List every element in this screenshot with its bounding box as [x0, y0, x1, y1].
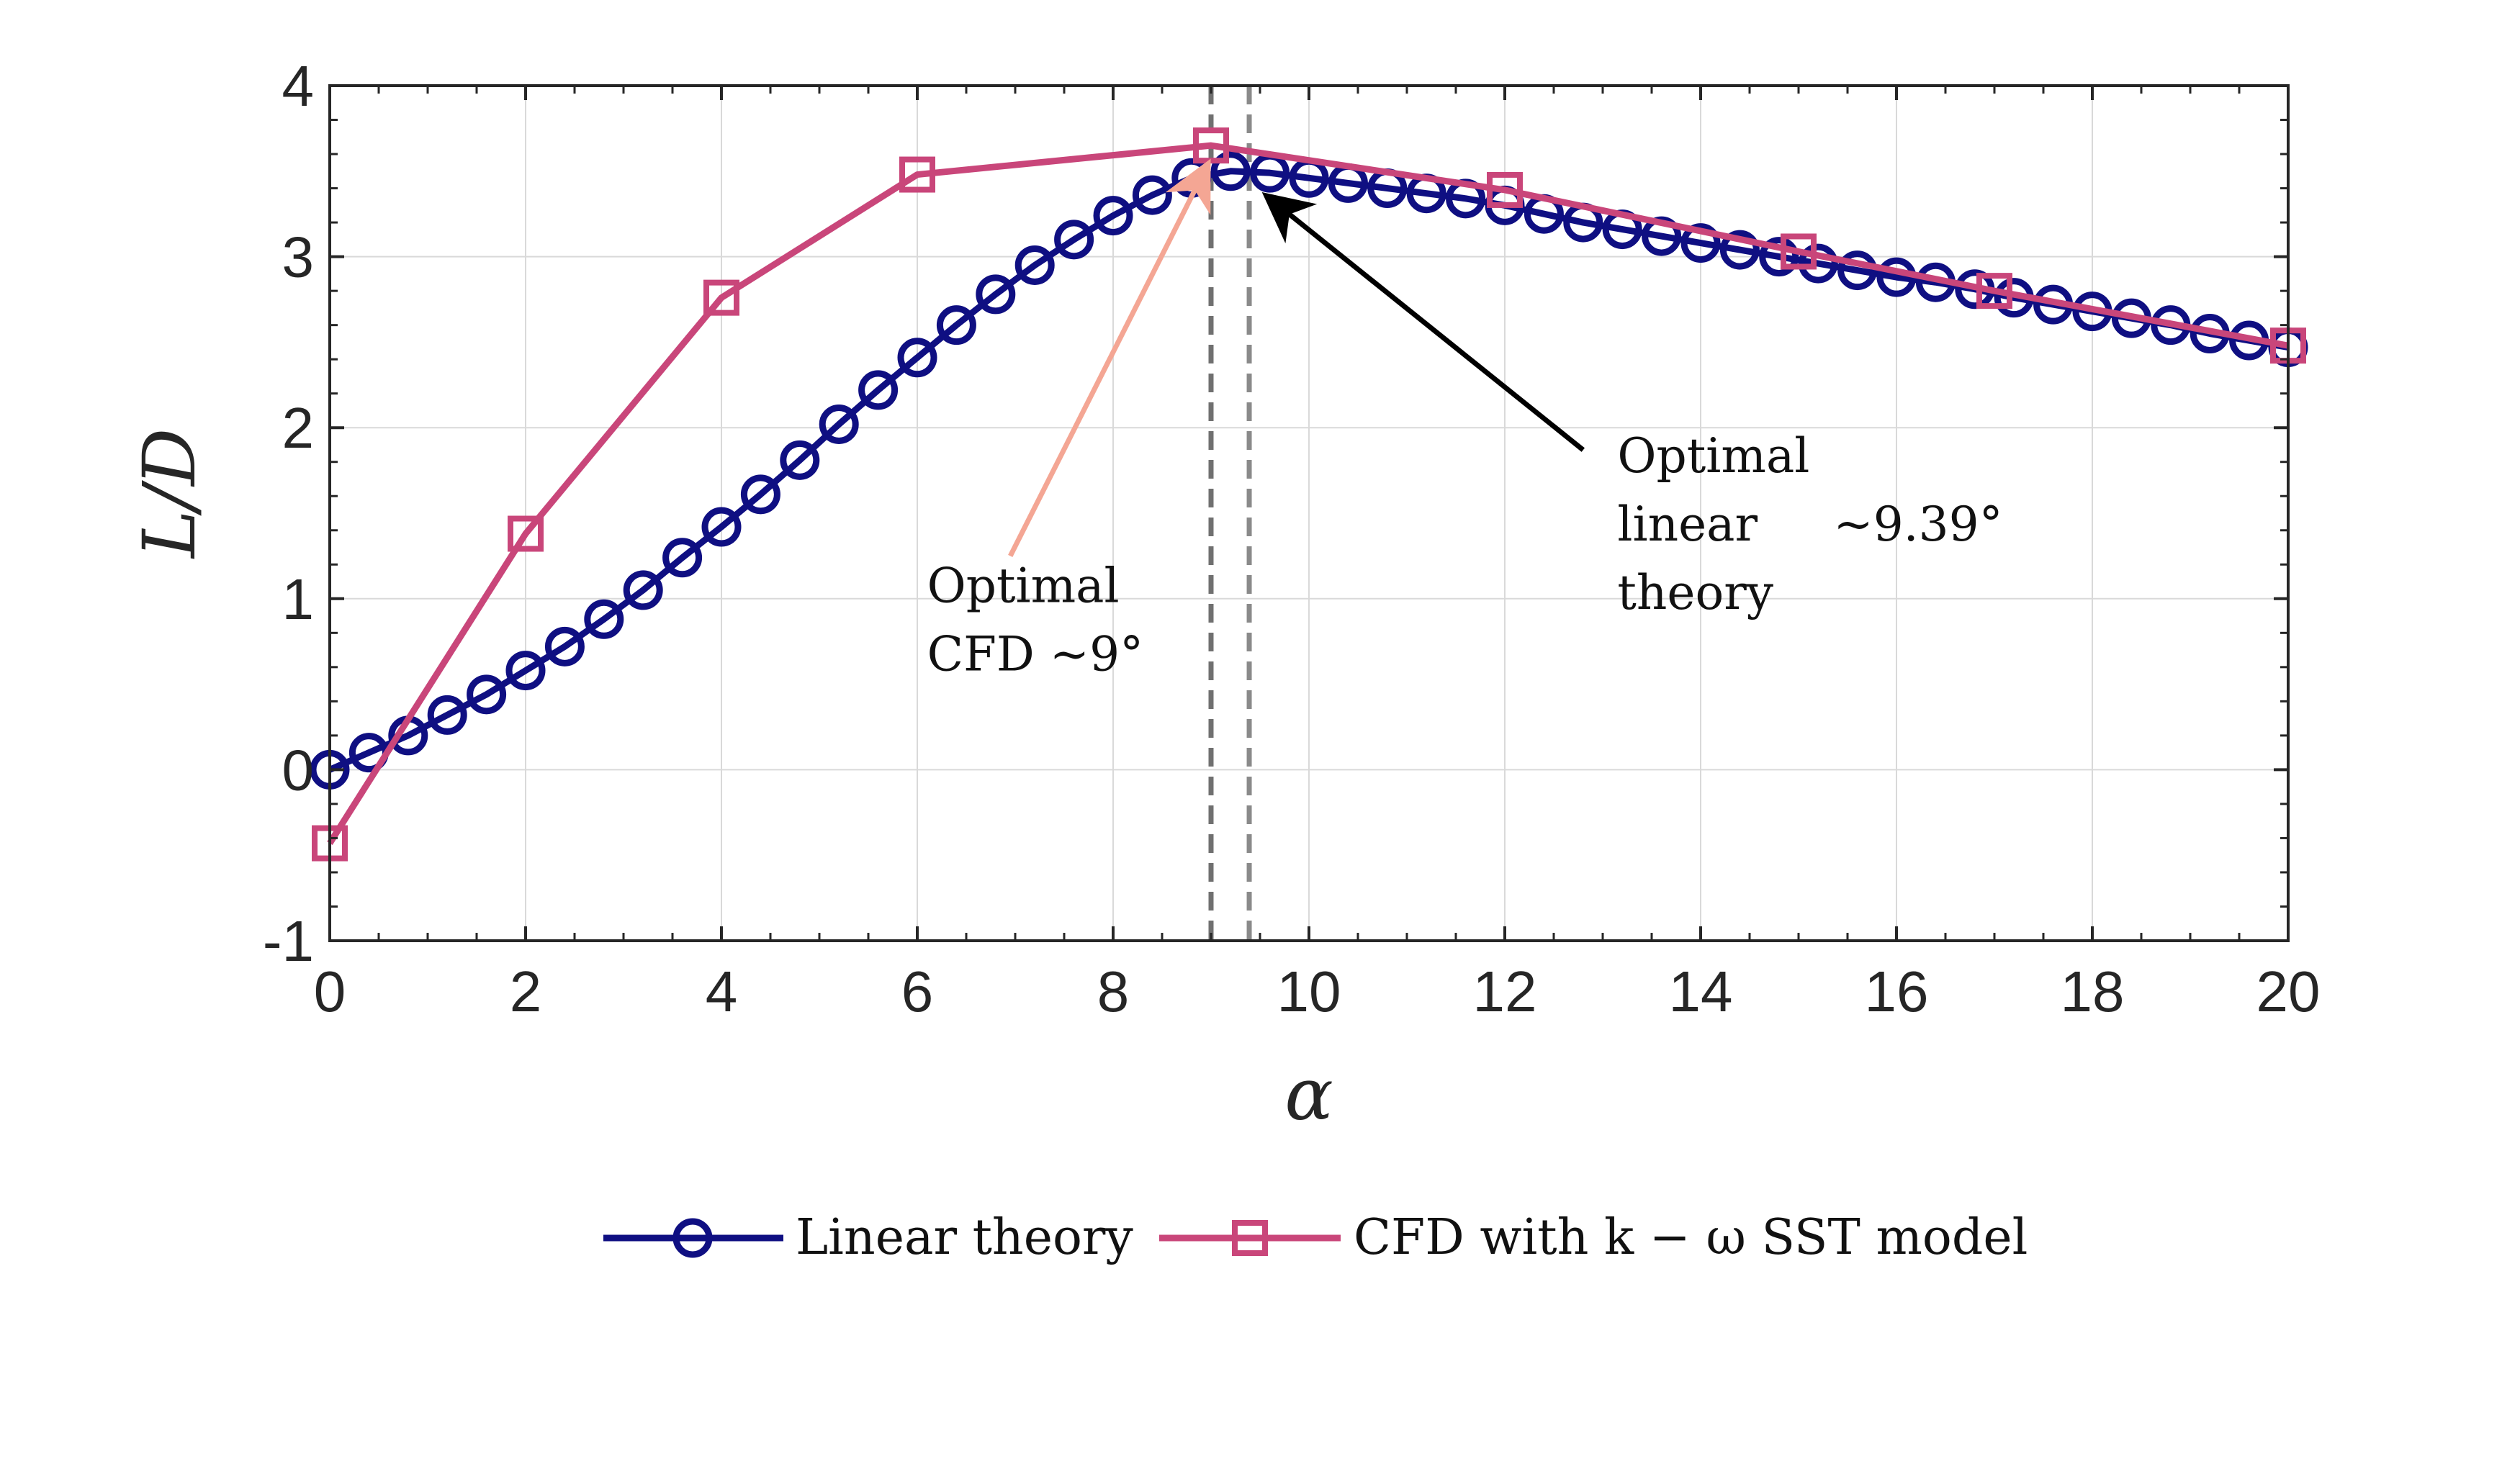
- x-tick-label: 16: [1865, 959, 1929, 1024]
- data-point: [819, 404, 859, 444]
- x-tick-label: 4: [706, 959, 738, 1024]
- x-tick-label: 14: [1669, 959, 1733, 1024]
- annotations: Optimal CFD ~9° Optimal linear theory ~9.39°: [927, 158, 2003, 682]
- data-point: [936, 305, 976, 345]
- series-2: [312, 127, 2306, 862]
- data-point: [899, 156, 935, 193]
- annotation-text: Optimal: [1617, 428, 1809, 484]
- data-point: [897, 338, 937, 378]
- y-tick-label: 0: [282, 738, 315, 802]
- x-tick-label: 20: [2256, 959, 2321, 1024]
- x-tick-label: 6: [901, 959, 934, 1024]
- data-point: [1210, 151, 1251, 191]
- legend-cfd-marker: [1232, 1220, 1268, 1256]
- series-line: [327, 142, 2289, 845]
- data-point: [508, 515, 544, 552]
- data-point: [1781, 233, 1817, 270]
- annotation-value: ~9.39°: [1833, 497, 2002, 552]
- data-point: [1093, 196, 1133, 236]
- annotation-text: linear: [1617, 497, 1758, 552]
- y-tick-label: 3: [282, 225, 315, 289]
- data-point: [701, 507, 742, 547]
- data-point: [1837, 250, 1878, 291]
- y-tick-label: 2: [282, 396, 315, 460]
- data-point: [740, 474, 780, 515]
- annotation-arrow: [1008, 158, 1211, 557]
- annotation-text: theory: [1617, 565, 1773, 620]
- annotation-text: CFD ~9°: [927, 627, 1143, 682]
- annotation-1: Optimal CFD ~9°: [927, 158, 1211, 682]
- legend-cfd-label: CFD with k − ω SST model: [1354, 1209, 2028, 1266]
- data-point: [976, 274, 1016, 315]
- data-point: [584, 599, 624, 639]
- data-point: [1680, 223, 1721, 263]
- x-tick-label: 2: [510, 959, 542, 1024]
- legend-linear-label: Linear theory: [796, 1209, 1133, 1266]
- tick-marks: [328, 84, 2290, 942]
- data-point: [623, 570, 663, 610]
- legend: Linear theory CFD with k − ω SST model: [603, 1209, 2028, 1266]
- series-layer: [310, 127, 2308, 862]
- data-point: [544, 626, 585, 667]
- data-point: [1719, 230, 1760, 270]
- x-tick-label: 8: [1097, 959, 1130, 1024]
- legend-linear-marker: [672, 1218, 713, 1258]
- data-point: [1054, 220, 1094, 260]
- data-point: [1193, 127, 1229, 164]
- data-point: [1014, 245, 1055, 285]
- data-point: [1759, 237, 1799, 277]
- reference-lines: [1208, 86, 1252, 941]
- y-tick-label: 1: [282, 567, 315, 631]
- annotation-2: Optimal linear theory ~9.39°: [1261, 192, 2003, 620]
- data-point: [858, 370, 899, 410]
- x-tick-label: 0: [314, 959, 346, 1024]
- data-point: [467, 674, 507, 715]
- y-tick-label: -1: [263, 909, 314, 973]
- x-axis-label: α: [1284, 1052, 1333, 1137]
- data-point: [703, 279, 739, 316]
- data-point: [780, 440, 820, 480]
- data-point: [505, 651, 546, 691]
- annotation-text: Optimal: [927, 559, 1120, 614]
- data-point: [427, 695, 467, 735]
- data-point: [1976, 273, 2012, 309]
- y-tick-label: 4: [282, 54, 315, 118]
- data-point: [1798, 243, 1838, 284]
- annotation-arrow: [1261, 192, 1585, 452]
- x-tick-label: 10: [1277, 959, 1341, 1024]
- data-point: [1487, 171, 1523, 208]
- x-tick-label: 12: [1473, 959, 1537, 1024]
- x-tick-label: 18: [2061, 959, 2125, 1024]
- data-point: [662, 538, 703, 578]
- y-axis-label: L/D: [127, 428, 212, 559]
